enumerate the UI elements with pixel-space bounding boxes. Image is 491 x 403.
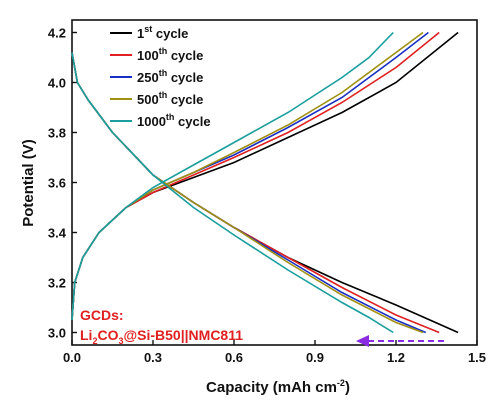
series-4-discharge-curve	[71, 52, 424, 334]
series-3-discharge-curve	[71, 52, 427, 334]
annotation-title: GCDs:	[80, 307, 124, 323]
legend-label: 250th cycle	[137, 68, 203, 85]
series-1-discharge-curve	[71, 52, 459, 334]
x-tick-label: 1.2	[387, 350, 405, 365]
y-axis-title: Potential (V)	[20, 139, 37, 227]
annotation-material: Li2CO3@Si-B50||NMC811	[80, 327, 243, 346]
y-tick-label: 3.6	[48, 176, 66, 191]
x-tick-label: 1.5	[468, 350, 486, 365]
x-axis-title: Capacity (mAh cm-2)	[206, 378, 350, 396]
legend-label: 1000th cycle	[137, 112, 211, 129]
y-tick-label: 4.0	[48, 76, 66, 91]
x-tick-label: 0.0	[63, 350, 81, 365]
direction-arrow	[356, 335, 444, 347]
series-5-charge-curve	[71, 31, 394, 321]
x-tick-label: 0.6	[225, 350, 243, 365]
y-tick-label: 3.2	[48, 276, 66, 291]
series-2-discharge-curve	[71, 52, 440, 334]
x-tick-label: 0.9	[306, 350, 324, 365]
series-1-charge-curve	[71, 31, 459, 321]
x-tick-label: 0.3	[144, 350, 162, 365]
series-3-charge-curve	[71, 31, 429, 321]
legend-label: 100th cycle	[137, 46, 203, 63]
series-2-charge-curve	[71, 31, 440, 321]
legend-label: 500th cycle	[137, 90, 203, 107]
series-5-discharge-curve	[71, 52, 394, 334]
y-tick-label: 3.4	[48, 226, 67, 241]
plot-frame	[71, 19, 478, 346]
legend-label: 1st cycle	[137, 24, 188, 41]
y-tick-label: 3.0	[48, 326, 66, 341]
y-tick-label: 3.8	[48, 126, 66, 141]
y-tick-label: 4.2	[48, 26, 66, 41]
